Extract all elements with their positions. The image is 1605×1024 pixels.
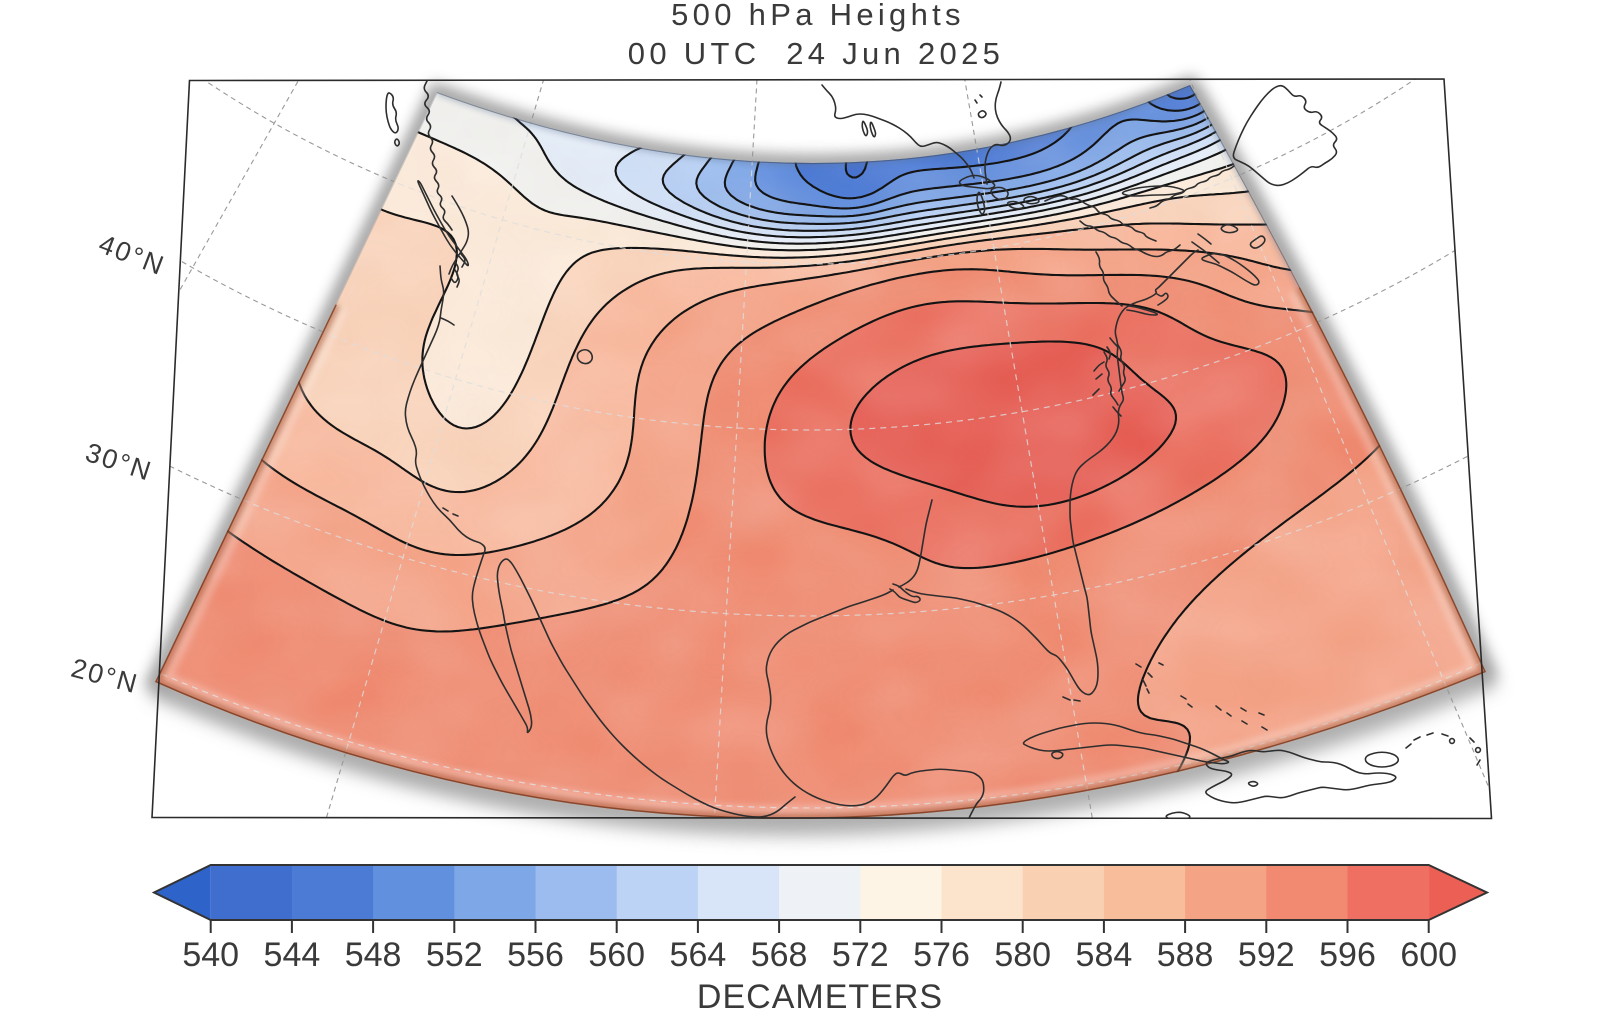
svg-text:540: 540 [182,936,239,974]
svg-text:548: 548 [345,936,402,974]
svg-text:584: 584 [1076,936,1133,974]
svg-text:588: 588 [1157,936,1214,974]
svg-text:592: 592 [1238,936,1295,974]
svg-text:552: 552 [426,936,483,974]
svg-text:564: 564 [670,936,727,974]
svg-text:576: 576 [913,936,970,974]
svg-text:596: 596 [1319,936,1376,974]
svg-text:556: 556 [507,936,564,974]
svg-text:500 hPa Heights: 500 hPa Heights [671,0,965,32]
svg-text:568: 568 [751,936,808,974]
svg-text:00 UTC 24 Jun 2025: 00 UTC 24 Jun 2025 [628,36,1004,71]
svg-text:572: 572 [832,936,889,974]
svg-text:580: 580 [994,936,1051,974]
svg-text:600: 600 [1400,936,1457,974]
svg-text:560: 560 [588,936,645,974]
svg-text:DECAMETERS: DECAMETERS [697,978,943,1016]
svg-text:544: 544 [264,936,321,974]
